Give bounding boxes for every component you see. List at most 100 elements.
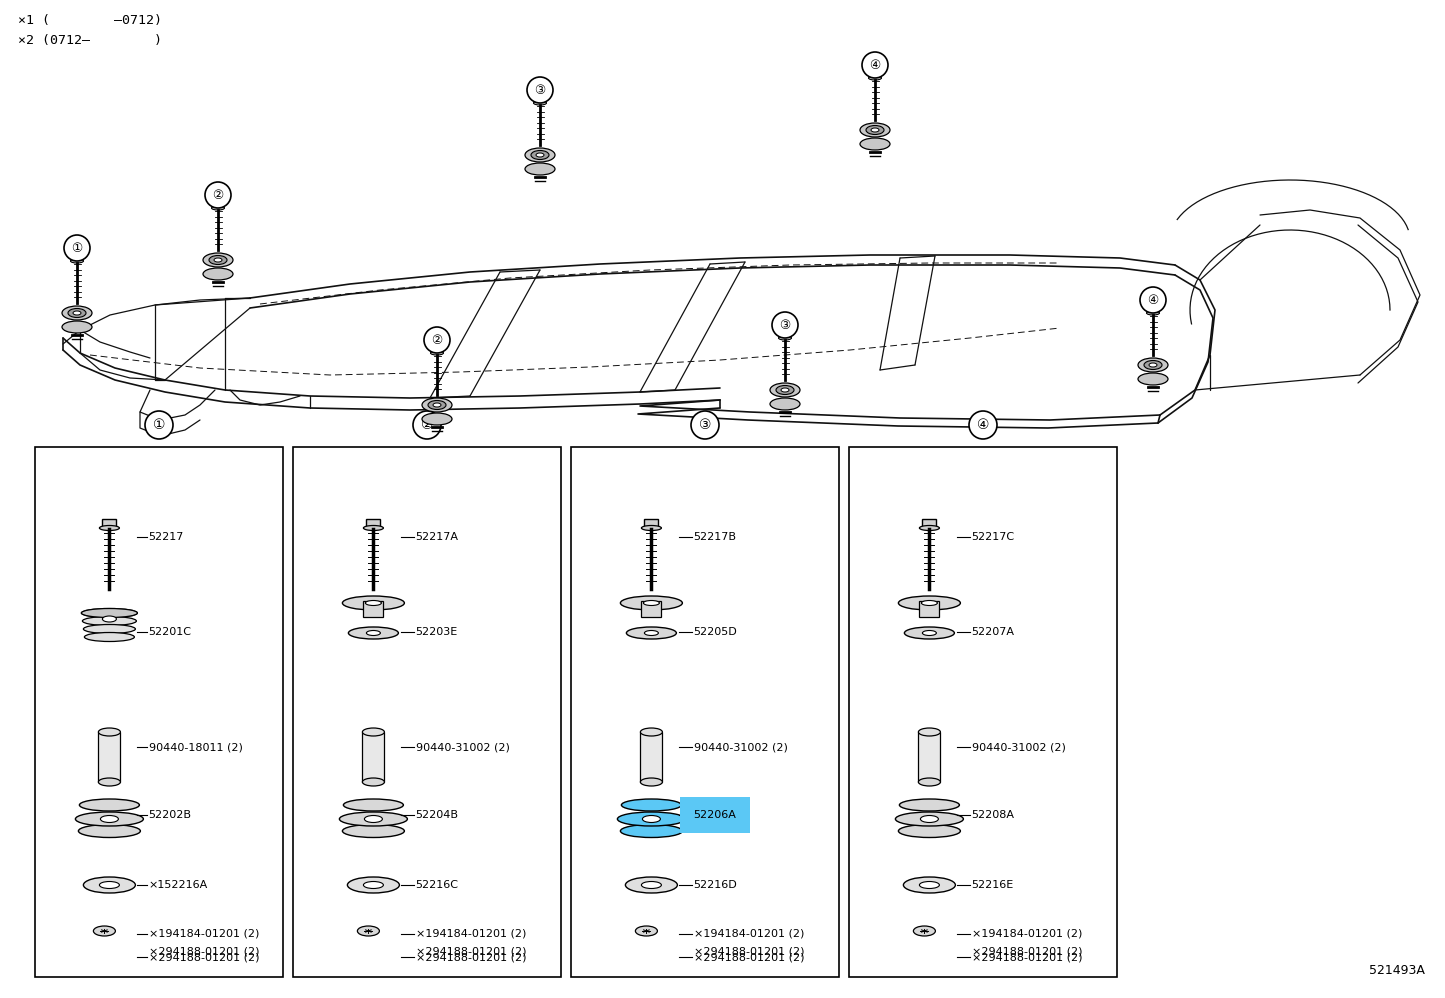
Ellipse shape — [428, 400, 447, 409]
Bar — [644, 519, 659, 527]
Ellipse shape — [620, 596, 682, 610]
Ellipse shape — [643, 815, 660, 822]
Ellipse shape — [1149, 363, 1157, 367]
Ellipse shape — [431, 351, 444, 355]
Circle shape — [691, 411, 720, 439]
Ellipse shape — [100, 881, 120, 888]
Text: 90440-18011 (2): 90440-18011 (2) — [149, 742, 243, 752]
Circle shape — [772, 312, 798, 338]
Bar — [432, 347, 442, 353]
Ellipse shape — [342, 824, 405, 837]
Bar — [103, 519, 117, 527]
Ellipse shape — [214, 258, 223, 262]
Text: ×1 (        –0712): ×1 ( –0712) — [17, 14, 162, 27]
Ellipse shape — [74, 311, 81, 315]
Circle shape — [423, 327, 449, 353]
Ellipse shape — [422, 413, 452, 425]
Ellipse shape — [533, 101, 546, 105]
Text: 52217C: 52217C — [971, 532, 1014, 542]
Ellipse shape — [636, 926, 657, 936]
Ellipse shape — [202, 253, 233, 267]
Ellipse shape — [342, 596, 405, 610]
Circle shape — [863, 52, 889, 78]
Ellipse shape — [868, 76, 881, 80]
Text: 52217B: 52217B — [694, 532, 737, 542]
Text: 521493A: 521493A — [1368, 964, 1425, 977]
Ellipse shape — [357, 926, 380, 936]
Text: ×194184-01201 (2): ×194184-01201 (2) — [694, 929, 803, 939]
Ellipse shape — [62, 306, 92, 320]
Ellipse shape — [348, 627, 399, 639]
Ellipse shape — [919, 881, 939, 888]
Ellipse shape — [82, 617, 136, 626]
Bar — [214, 202, 223, 208]
Bar — [35, 447, 283, 977]
Bar — [363, 732, 384, 782]
Ellipse shape — [98, 728, 120, 736]
Text: ①: ① — [71, 242, 82, 254]
Ellipse shape — [525, 163, 555, 175]
Text: ×194184-01201 (2): ×194184-01201 (2) — [416, 929, 526, 939]
Ellipse shape — [899, 596, 961, 610]
Text: ×194184-01201 (2): ×194184-01201 (2) — [971, 929, 1082, 939]
Ellipse shape — [905, 627, 954, 639]
Bar — [642, 601, 662, 617]
Ellipse shape — [920, 815, 938, 822]
Ellipse shape — [642, 526, 662, 531]
Text: 52205D: 52205D — [694, 627, 737, 637]
Text: ④: ④ — [870, 59, 880, 72]
Ellipse shape — [367, 631, 380, 636]
Text: 52202B: 52202B — [149, 810, 192, 820]
Ellipse shape — [896, 812, 964, 826]
Ellipse shape — [340, 812, 407, 826]
Text: ×294188-01201 (2): ×294188-01201 (2) — [416, 947, 526, 957]
Ellipse shape — [94, 926, 116, 936]
Ellipse shape — [899, 799, 959, 811]
Ellipse shape — [617, 812, 685, 826]
Ellipse shape — [84, 625, 136, 634]
Text: 52204B: 52204B — [416, 810, 458, 820]
Bar — [640, 732, 662, 782]
Ellipse shape — [642, 881, 662, 888]
Text: ×294188-01201 (2): ×294188-01201 (2) — [694, 952, 803, 962]
Ellipse shape — [860, 123, 890, 137]
Ellipse shape — [860, 138, 890, 150]
Ellipse shape — [347, 877, 399, 893]
Text: 90440-31002 (2): 90440-31002 (2) — [971, 742, 1065, 752]
Ellipse shape — [62, 321, 92, 333]
Ellipse shape — [84, 633, 134, 642]
Circle shape — [205, 182, 231, 208]
Ellipse shape — [919, 778, 941, 786]
Ellipse shape — [922, 631, 936, 636]
Ellipse shape — [81, 609, 137, 618]
Ellipse shape — [78, 824, 140, 837]
Text: 52206A: 52206A — [694, 810, 737, 820]
Circle shape — [64, 235, 90, 261]
Ellipse shape — [363, 881, 383, 888]
Text: ③: ③ — [779, 318, 790, 331]
Ellipse shape — [525, 148, 555, 162]
Text: ×294188-01201 (2): ×294188-01201 (2) — [416, 952, 526, 962]
Ellipse shape — [1139, 358, 1168, 372]
Ellipse shape — [922, 601, 938, 606]
Ellipse shape — [210, 255, 227, 264]
Text: ①: ① — [153, 418, 165, 432]
Bar — [363, 601, 383, 617]
Ellipse shape — [620, 824, 682, 837]
Text: ④: ④ — [977, 418, 990, 432]
Ellipse shape — [75, 812, 143, 826]
Ellipse shape — [770, 398, 801, 410]
Ellipse shape — [913, 926, 935, 936]
Ellipse shape — [71, 259, 84, 263]
Ellipse shape — [780, 388, 789, 392]
Ellipse shape — [81, 609, 137, 618]
Ellipse shape — [1139, 373, 1168, 385]
Bar — [870, 72, 880, 78]
Text: 52216E: 52216E — [971, 880, 1014, 890]
Text: 52216C: 52216C — [416, 880, 458, 890]
Circle shape — [413, 411, 441, 439]
Text: 52201C: 52201C — [149, 627, 192, 637]
Text: ×194184-01201 (2): ×194184-01201 (2) — [149, 929, 259, 939]
Text: ③: ③ — [699, 418, 711, 432]
Ellipse shape — [626, 627, 676, 639]
